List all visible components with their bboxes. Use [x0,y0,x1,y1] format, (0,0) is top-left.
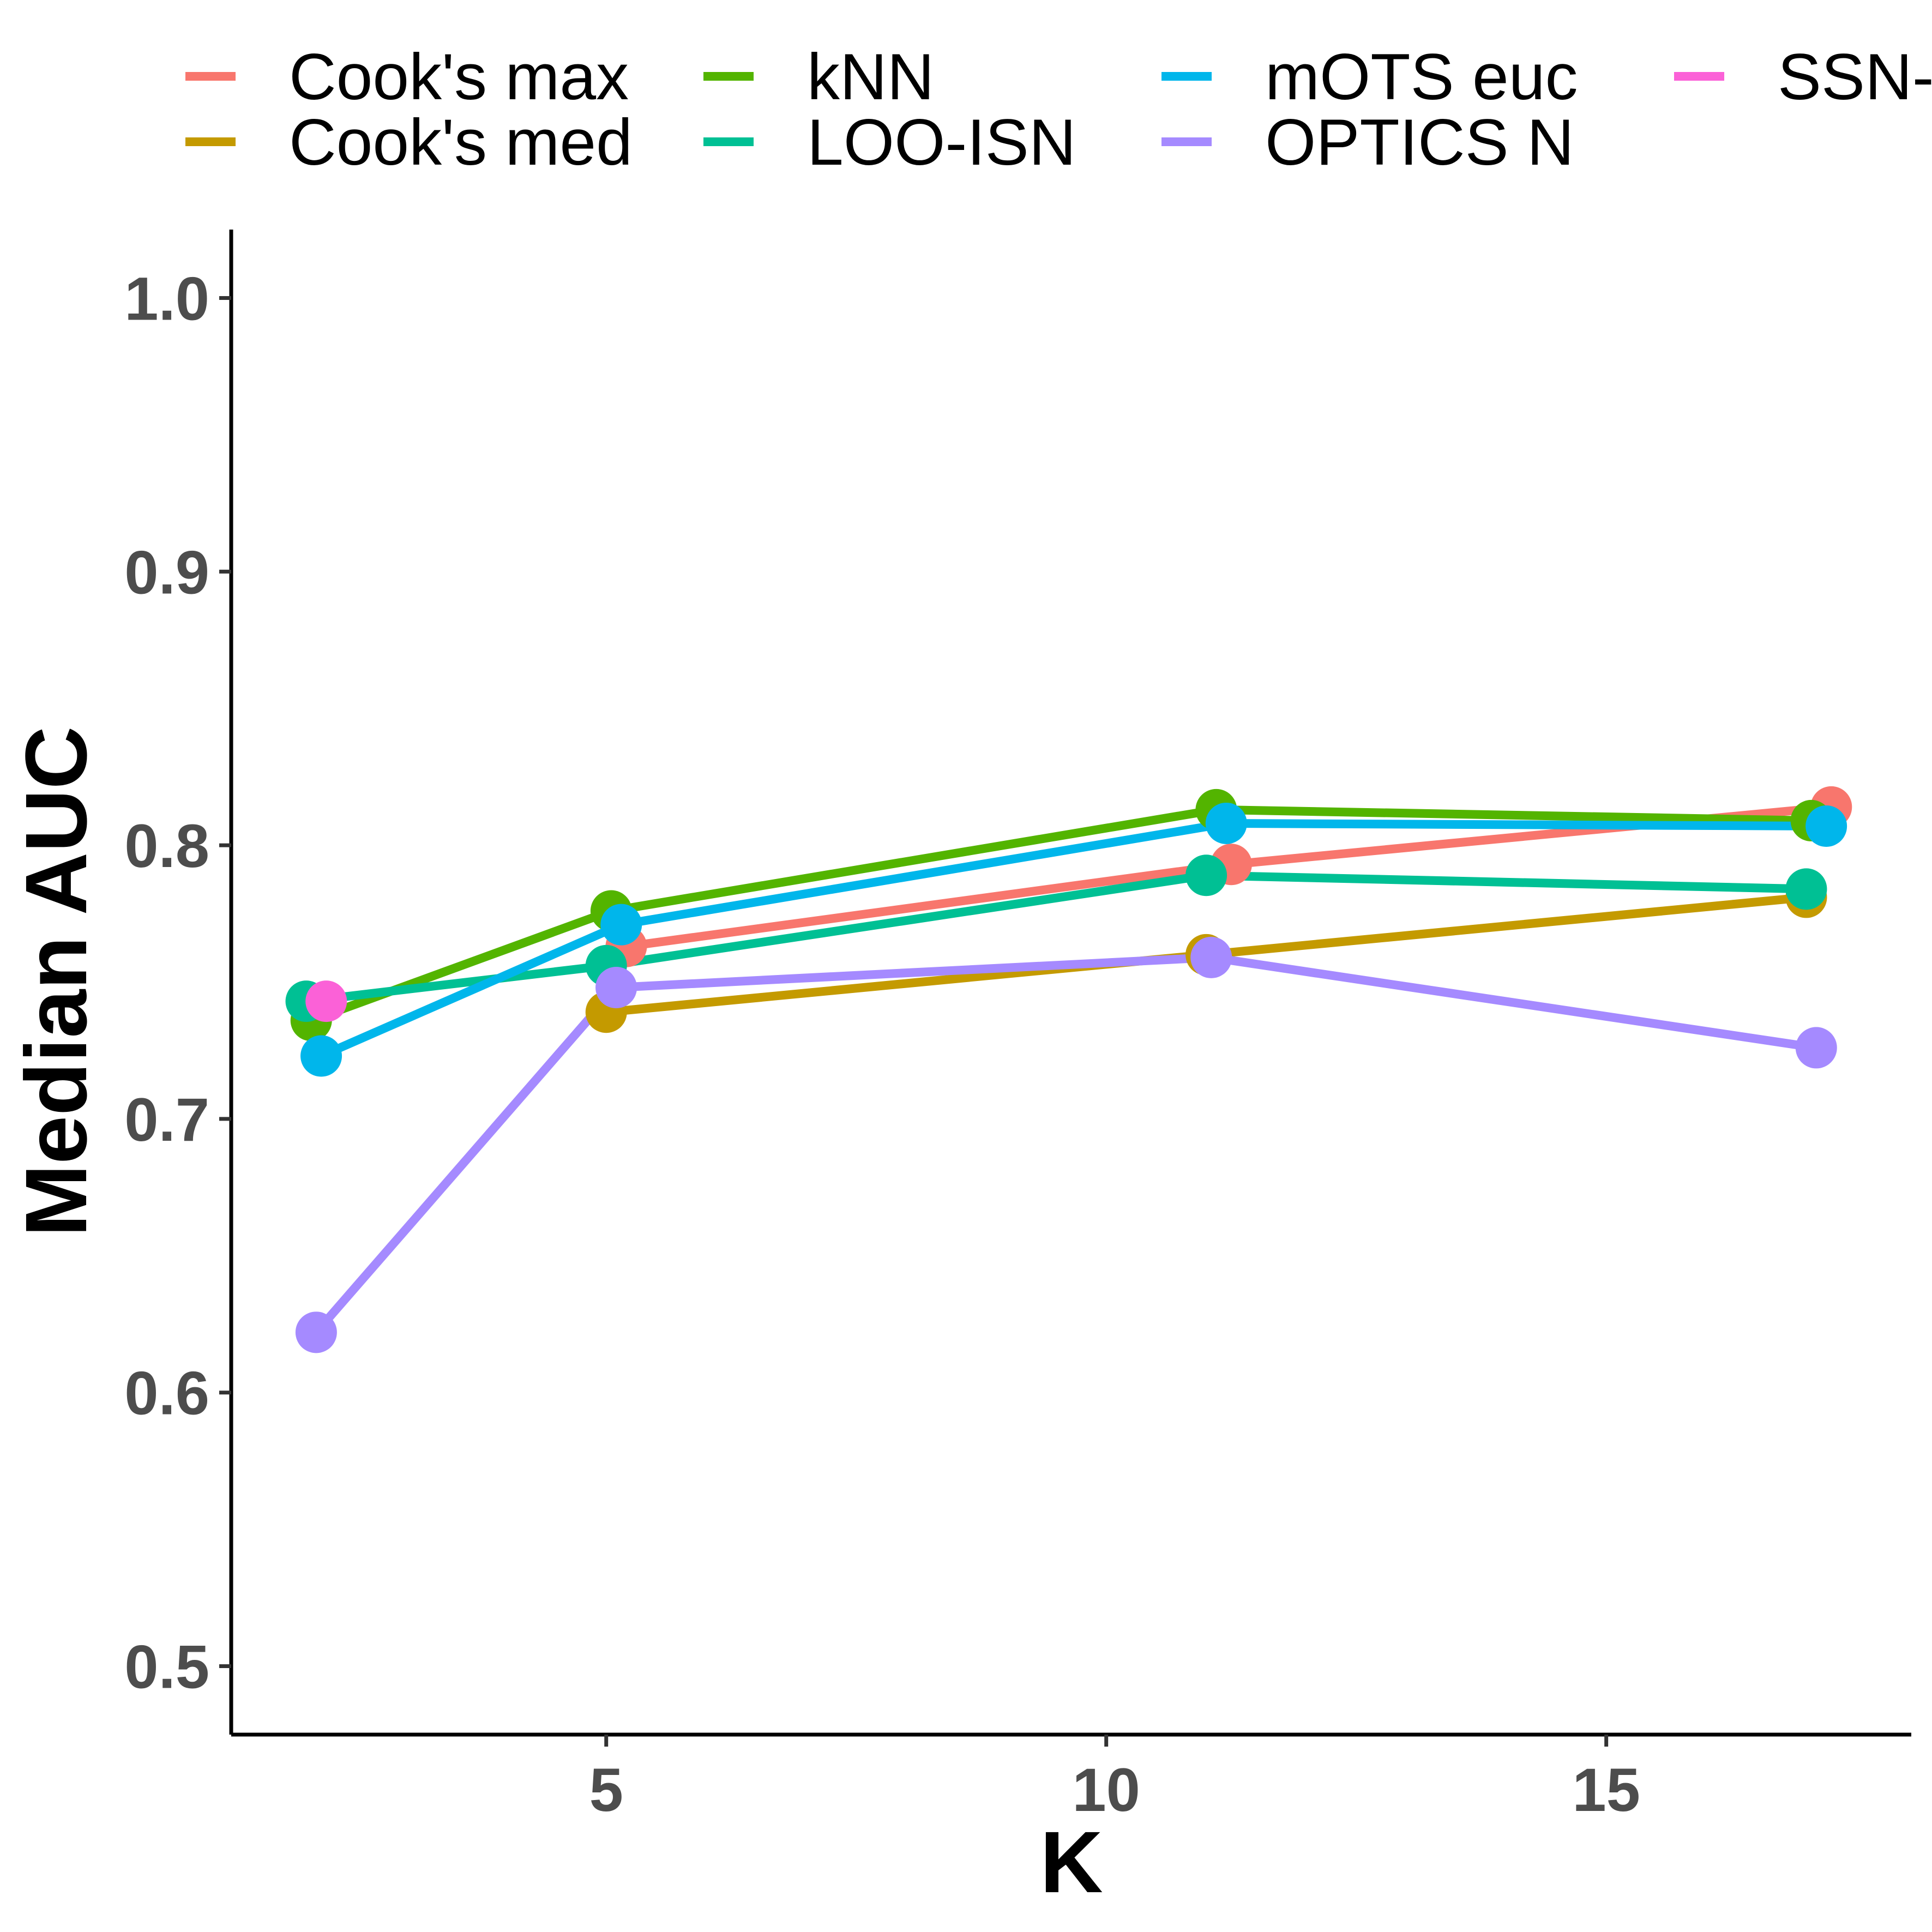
series-line-loo-isn [305,871,1807,1006]
data-point-mots-euc [300,1035,342,1077]
y-tick-label: 0.6 [124,1359,209,1428]
plot-points [285,786,1852,1353]
x-tick-label: 5 [589,1756,623,1824]
data-point-mots-euc [600,904,642,946]
plot-lines [305,802,1832,1335]
legend-label: Cook's max [289,40,629,113]
y-ticks: 0.5 0.6 0.7 0.8 0.9 1.0 [124,264,231,1701]
data-point-mots-euc [1805,805,1847,847]
legend-label: OPTICS N [1265,106,1574,179]
x-axis-title: K [1040,1813,1103,1911]
axes [229,230,1911,1737]
y-axis-title: Median AUC [7,726,105,1237]
data-point-loo-isn [1785,868,1827,910]
data-point-loo-isn [1185,854,1227,896]
data-point-mots-euc [1205,802,1247,844]
legend-label: kNN [807,40,934,113]
y-tick-label: 1.0 [124,264,209,333]
data-point-optics-n [295,1311,337,1353]
series-line-optics-n [312,953,1817,1335]
legend-label: mOTS euc [1265,40,1578,113]
data-point-optics-n [1795,1027,1837,1069]
x-tick-label: 10 [1072,1756,1140,1824]
series-line-knn [309,805,1811,1025]
legend-label: SSN- [1778,40,1932,113]
y-tick-label: 0.7 [124,1086,209,1154]
data-point-ssn [305,980,347,1022]
y-tick-label: 0.8 [124,812,209,880]
series-line-mots-euc [319,818,1827,1060]
y-tick-label: 0.9 [124,538,209,606]
data-point-optics-n [1190,936,1232,978]
x-tick-label: 15 [1572,1756,1640,1824]
x-ticks: 5 10 15 [589,1735,1640,1824]
legend-label: Cook's med [289,106,633,179]
data-point-optics-n [595,967,637,1009]
y-tick-label: 0.5 [124,1633,209,1701]
legend-label: LOO-ISN [807,106,1076,179]
